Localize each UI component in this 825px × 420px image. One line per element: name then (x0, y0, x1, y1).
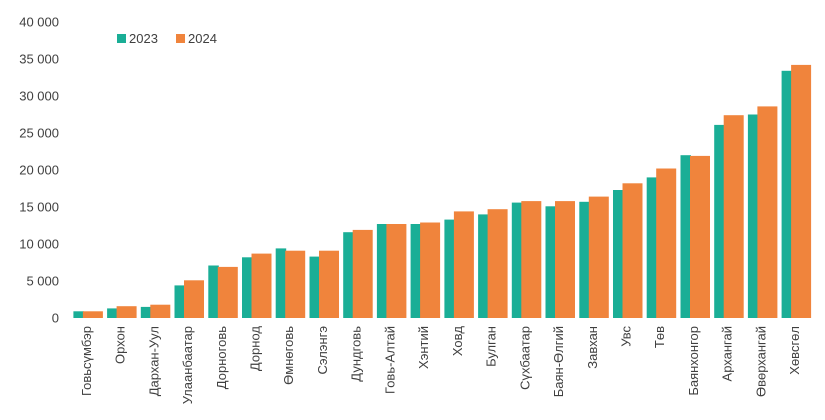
bar-2023-19 (714, 124, 725, 319)
x-axis-labels: Говьсүмбэр Орхон Дархан-Уул Улаанбаатар Дорн… (79, 326, 802, 405)
bar-2023-12 (478, 214, 489, 318)
bar-2024-0 (82, 311, 103, 318)
bar-2023-4 (208, 265, 219, 318)
bar-2024-11 (453, 211, 474, 318)
bar-2023-17 (646, 177, 658, 318)
x-category-label: Өмнөговь (281, 326, 296, 385)
y-tick-label: 0 (52, 311, 59, 326)
x-category-label: Сүхбаатар (517, 326, 532, 390)
x-category-label: Дорноговь (214, 326, 229, 389)
bar-2023-1 (107, 308, 118, 318)
bar-2024-18 (690, 155, 710, 318)
x-category-label: Сэлэнгэ (315, 326, 330, 375)
x-category-label: Дархан-Уул (146, 326, 161, 396)
bar-2023-10 (410, 224, 422, 318)
bar-2023-15 (579, 201, 590, 318)
y-tick-label: 25 000 (19, 126, 59, 141)
bar-2023-18 (680, 155, 691, 318)
x-category-label: Увс (619, 326, 634, 347)
y-tick-label: 20 000 (19, 163, 59, 178)
legend-swatch-2023 (117, 34, 126, 43)
bar-2024-5 (251, 253, 272, 318)
bar-2023-13 (511, 202, 523, 318)
bar-2024-1 (116, 306, 137, 318)
y-axis-ticks: 0 5 000 10 000 15 000 20 000 25 000 30 000 35 0… (19, 15, 59, 326)
bar-2024-10 (420, 222, 441, 318)
y-tick-label: 5 000 (26, 274, 59, 289)
bar-2023-5 (242, 257, 253, 318)
y-tick-label: 15 000 (19, 200, 59, 215)
x-category-label: Булган (484, 326, 499, 367)
x-category-label: Дорнод (248, 326, 263, 372)
bar-2024-21 (791, 64, 812, 319)
y-tick-label: 35 000 (19, 52, 59, 67)
x-category-label: Баян-Өлгий (551, 326, 566, 397)
bar-2023-8 (343, 232, 354, 318)
x-category-label: Архангай (720, 326, 735, 381)
x-category-label: Улаанбаатар (180, 326, 195, 404)
legend-swatch-2024 (176, 34, 185, 43)
bar-2024-14 (555, 201, 575, 318)
bar-2024-20 (757, 106, 778, 319)
bar-2024-9 (386, 224, 407, 318)
x-category-label: Өвөрхангай (753, 326, 768, 397)
x-category-label: Орхон (113, 326, 128, 364)
bar-2024-2 (150, 304, 171, 318)
bar-2024-16 (622, 183, 643, 318)
x-category-label: Завхан (585, 326, 600, 369)
x-category-label: Баянхонгор (686, 326, 701, 396)
x-category-label: Ховд (450, 326, 465, 357)
bar-2023-2 (140, 306, 152, 318)
x-category-label: Төв (652, 326, 667, 348)
bar-2024-8 (352, 229, 373, 318)
x-category-label: Дундговь (349, 326, 364, 382)
bar-2024-6 (285, 250, 306, 318)
x-category-label: Говь-Алтай (382, 326, 397, 394)
x-category-label: Хөвсгөл (787, 326, 802, 375)
y-tick-label: 10 000 (19, 237, 59, 252)
bar-2024-15 (588, 196, 609, 318)
bar-2023-21 (781, 70, 793, 318)
legend-label-2024: 2024 (188, 31, 217, 46)
bar-2024-12 (487, 209, 508, 318)
bar-2023-6 (275, 248, 287, 318)
x-category-label: Хэнтий (416, 326, 431, 369)
bar-2023-9 (376, 224, 388, 318)
bar-2023-3 (174, 285, 185, 318)
bar-2024-4 (217, 266, 238, 318)
bar-2023-14 (545, 206, 556, 318)
bar-2023-7 (309, 256, 320, 318)
bar-2024-17 (656, 168, 677, 318)
bar-2023-11 (444, 219, 455, 318)
bar-2023-20 (747, 114, 759, 318)
bar-2024-7 (319, 250, 339, 318)
bar-2024-19 (723, 115, 744, 318)
bar-2024-13 (521, 201, 542, 318)
bar-2023-0 (73, 311, 84, 318)
series-2023-bars (73, 70, 793, 319)
y-tick-label: 30 000 (19, 89, 59, 104)
bar-2023-16 (613, 190, 624, 318)
x-category-label: Говьсүмбэр (79, 326, 94, 396)
series-2024-bars (82, 64, 812, 319)
bar-2024-3 (184, 280, 204, 318)
y-tick-label: 40 000 (19, 15, 59, 30)
legend: 2023 2024 (117, 31, 217, 46)
legend-label-2023: 2023 (129, 31, 158, 46)
